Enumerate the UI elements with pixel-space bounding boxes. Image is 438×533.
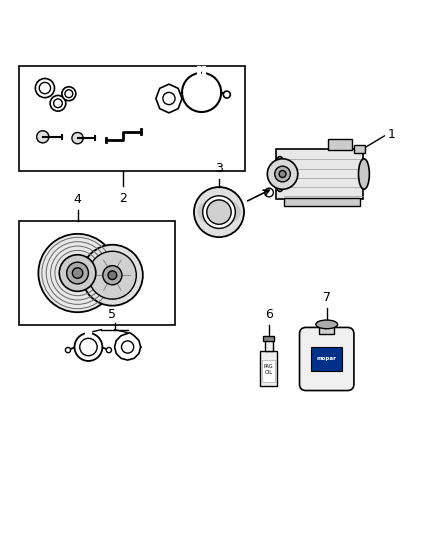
Circle shape (173, 91, 180, 98)
Polygon shape (156, 84, 182, 113)
Circle shape (53, 99, 62, 108)
Text: 7: 7 (323, 292, 331, 304)
Ellipse shape (194, 187, 244, 237)
Circle shape (106, 348, 112, 353)
Circle shape (80, 338, 97, 356)
Ellipse shape (203, 196, 235, 229)
Bar (19, 221, 176, 325)
Circle shape (223, 91, 230, 98)
Circle shape (121, 341, 134, 353)
Circle shape (275, 166, 290, 182)
Circle shape (279, 171, 286, 177)
Bar (260, 351, 277, 386)
Polygon shape (115, 333, 141, 360)
Ellipse shape (316, 320, 338, 329)
Bar (263, 336, 274, 341)
Circle shape (74, 333, 102, 361)
Circle shape (59, 255, 96, 292)
Circle shape (267, 159, 298, 189)
Circle shape (265, 188, 273, 197)
Circle shape (72, 133, 83, 144)
Circle shape (35, 78, 54, 98)
Circle shape (65, 90, 73, 98)
Text: PAG
OIL: PAG OIL (264, 364, 273, 375)
Circle shape (39, 234, 117, 312)
Bar (262, 360, 275, 382)
FancyBboxPatch shape (300, 327, 354, 391)
Text: 3: 3 (215, 162, 223, 175)
Circle shape (62, 87, 76, 101)
Circle shape (65, 348, 71, 353)
Ellipse shape (358, 159, 369, 189)
Circle shape (182, 73, 221, 112)
Text: 2: 2 (119, 192, 127, 205)
Text: mopar: mopar (317, 356, 337, 361)
Bar (265, 341, 272, 351)
Circle shape (207, 200, 231, 224)
Circle shape (82, 245, 143, 305)
Text: 1: 1 (388, 128, 396, 141)
Text: 6: 6 (265, 308, 272, 321)
Circle shape (163, 92, 175, 104)
Circle shape (50, 95, 66, 111)
Bar (19, 66, 245, 171)
Ellipse shape (274, 157, 286, 191)
Bar (319, 325, 334, 334)
Text: 4: 4 (74, 193, 81, 206)
Bar (354, 144, 365, 154)
Circle shape (103, 265, 122, 285)
Ellipse shape (197, 198, 241, 226)
Circle shape (37, 131, 49, 143)
Circle shape (108, 271, 117, 279)
Text: 5: 5 (108, 308, 117, 321)
Circle shape (67, 262, 88, 284)
Bar (328, 139, 352, 150)
Circle shape (39, 83, 50, 94)
Bar (311, 347, 342, 371)
Bar (284, 198, 360, 206)
Circle shape (72, 268, 83, 278)
Circle shape (88, 251, 136, 299)
Bar (276, 149, 363, 199)
